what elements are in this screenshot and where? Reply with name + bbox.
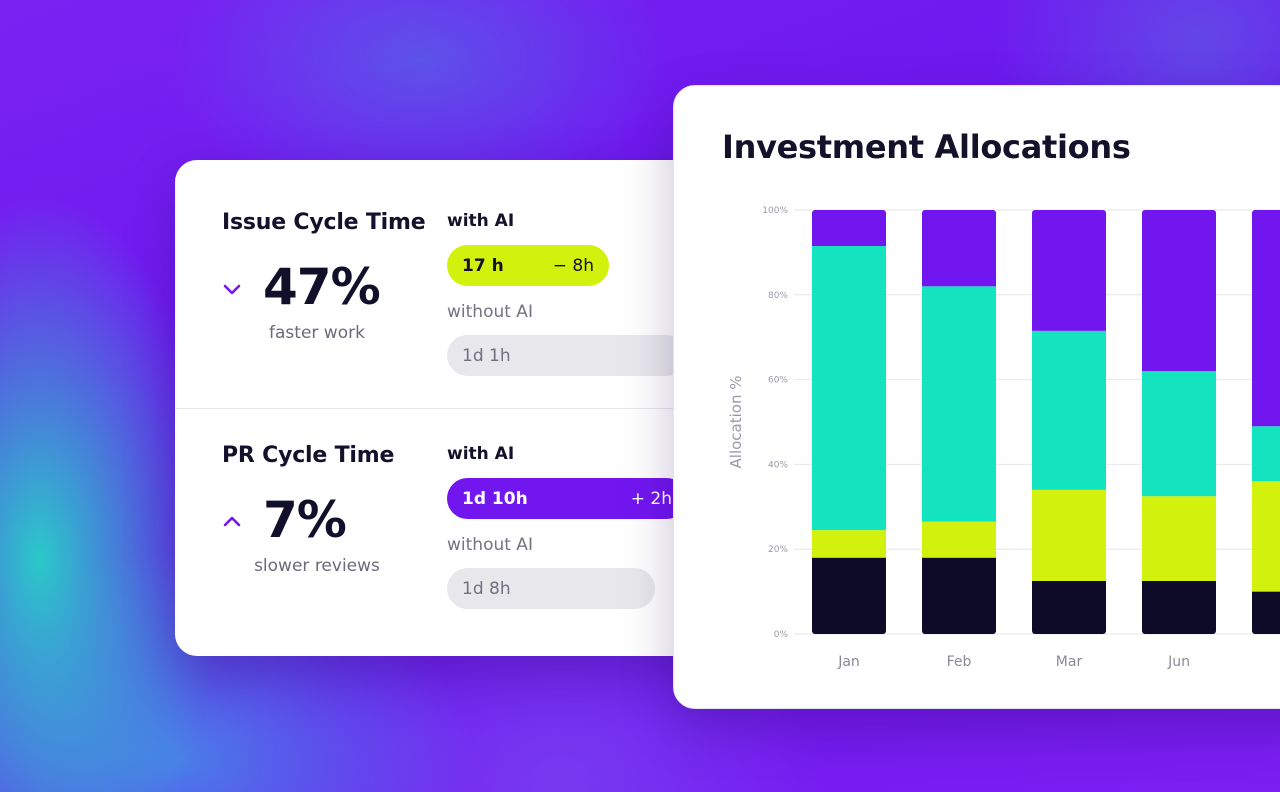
bar-segment <box>812 210 886 247</box>
without-ai-label: without AI <box>447 535 533 555</box>
chart-title: Investment Allocations <box>722 128 1131 166</box>
with-ai-value: 1d 10h <box>462 488 528 509</box>
without-ai-label: without AI <box>447 302 533 322</box>
bar-segment <box>1142 210 1216 372</box>
x-tick-label: Feb <box>947 654 972 670</box>
x-tick-label: Mar <box>1056 654 1083 670</box>
y-tick-label: 0% <box>774 630 789 640</box>
y-tick-label: 60% <box>768 376 788 386</box>
investment-chart-card: Investment Allocations 0% 20% 40% 60% 80% 100… <box>673 85 1280 709</box>
metric-percent: 47% <box>263 258 381 316</box>
y-axis-label: Allocation % <box>727 376 745 469</box>
bar-segment <box>812 530 886 558</box>
x-tick-label: Jan <box>837 654 860 670</box>
with-ai-pill: 1d 10h + 2h <box>447 478 687 519</box>
bar-segment <box>922 521 996 558</box>
pr-cycle-section: PR Cycle Time 7% slower reviews with AI … <box>175 409 735 656</box>
with-ai-delta: − 8h <box>552 255 594 276</box>
chevron-up-icon <box>223 516 241 527</box>
bar-segment <box>1142 371 1216 497</box>
without-ai-pill: 1d 8h <box>447 568 655 609</box>
bar-segment <box>812 557 886 634</box>
metric-caption: slower reviews <box>254 556 380 576</box>
issue-cycle-section: Issue Cycle Time 47% faster work with AI… <box>175 160 735 409</box>
without-ai-value: 1d 1h <box>462 345 511 366</box>
bar-segment <box>1032 489 1106 581</box>
with-ai-delta: + 2h <box>630 488 672 509</box>
bar-segment <box>1252 210 1280 427</box>
bar-segment <box>1032 330 1106 490</box>
y-tick-label: 100% <box>762 206 788 216</box>
bar-segment <box>1032 210 1106 331</box>
without-ai-pill: 1d 1h <box>447 335 687 376</box>
chevron-down-icon <box>223 284 241 295</box>
y-tick-label: 20% <box>768 545 788 555</box>
y-tick-label: 40% <box>768 460 788 470</box>
bar-segment <box>1142 496 1216 581</box>
bar-segment <box>922 210 996 287</box>
without-ai-value: 1d 8h <box>462 578 511 599</box>
x-tick-label: Jun <box>1167 654 1190 670</box>
bar-segment <box>1032 581 1106 634</box>
bar-segment <box>812 246 886 531</box>
bar-segment <box>1142 581 1216 634</box>
y-tick-label: 80% <box>768 291 788 301</box>
bar-segment <box>1252 591 1280 634</box>
with-ai-pill: 17 h − 8h <box>447 245 609 286</box>
stacked-bar-chart: 0% 20% 40% 60% 80% 100% Allocation % Jan Feb Mar J… <box>727 206 1280 670</box>
with-ai-label: with AI <box>447 444 515 464</box>
bar-segment <box>1252 481 1280 592</box>
cycle-time-card: Issue Cycle Time 47% faster work with AI… <box>175 160 735 656</box>
bar-segment <box>922 286 996 522</box>
bar-segment <box>1252 426 1280 482</box>
metric-title: Issue Cycle Time <box>222 210 426 235</box>
with-ai-value: 17 h <box>462 255 504 276</box>
metric-title: PR Cycle Time <box>222 443 395 468</box>
bar-segment <box>922 557 996 634</box>
metric-percent: 7% <box>263 491 347 549</box>
with-ai-label: with AI <box>447 211 515 231</box>
metric-caption: faster work <box>269 323 365 343</box>
